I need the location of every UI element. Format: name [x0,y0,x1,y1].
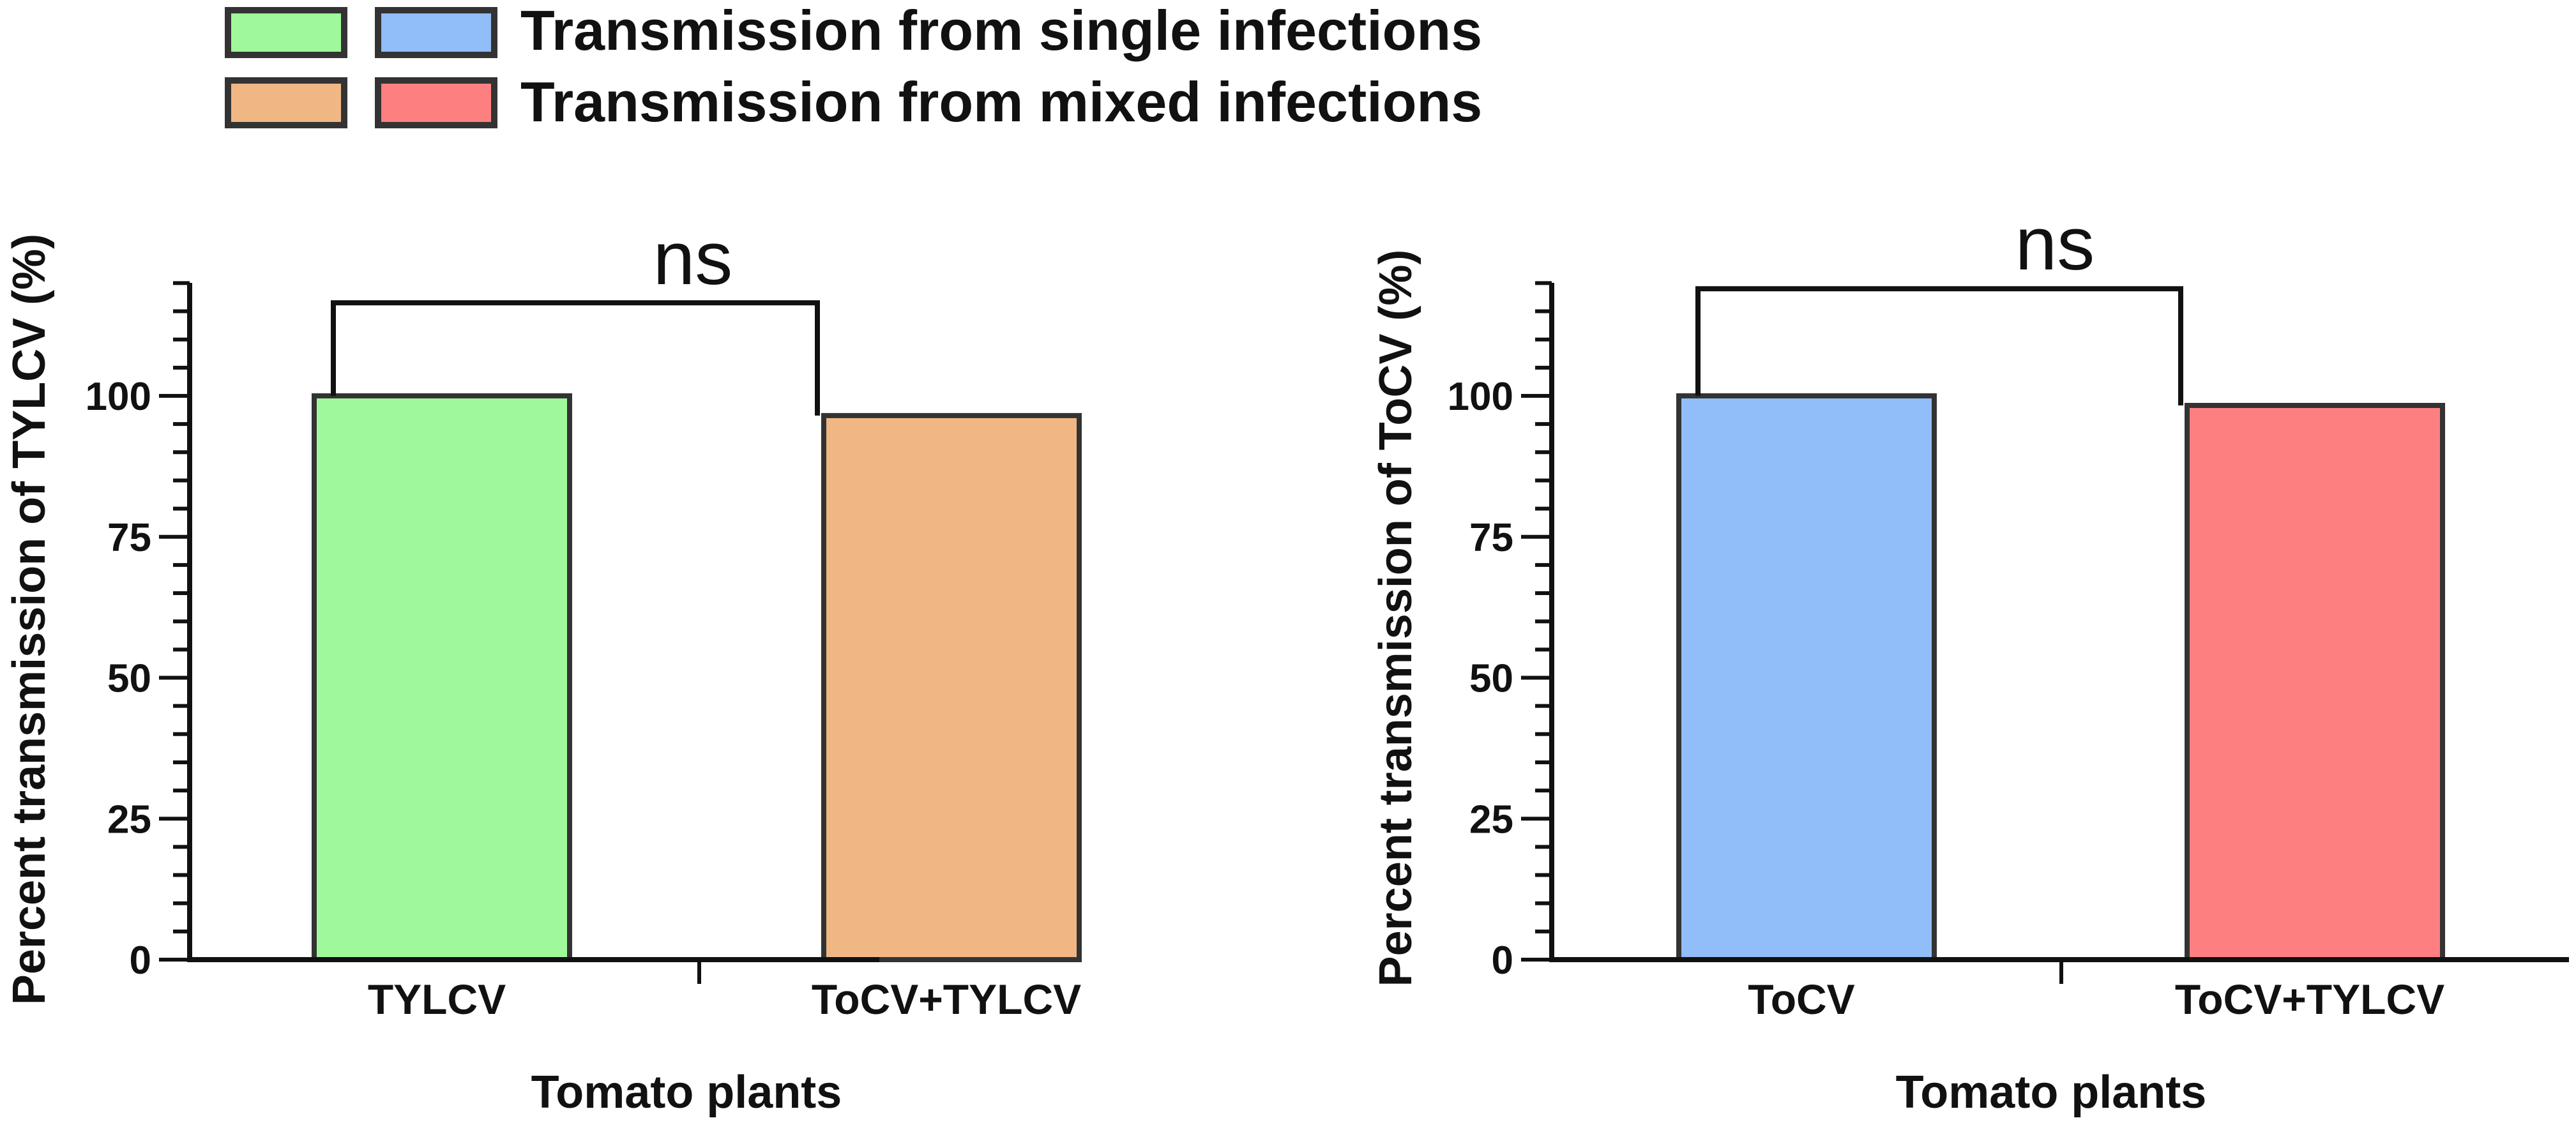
significance-label: ns [653,216,733,301]
bar-tocv-tylcv [821,412,1082,962]
legend-swatch-mixed-red [375,77,497,128]
y-tick-label: 100 [86,375,151,419]
significance-bracket [331,300,820,416]
panel-tocv: ns 0 25 50 75 100 ToCV ToCV+TYLCV Tomato plants P… [1370,202,2569,1118]
legend-swatch-single-green [225,7,347,58]
legend: Transmission from single infections Tran… [225,0,1482,133]
y-tick-label: 25 [107,797,151,842]
y-tick-label: 75 [107,516,151,560]
y-tick-label: 50 [107,657,151,701]
y-axis-title: Percent transmission of ToCV (%) [1370,250,1421,987]
bar-tylcv [312,393,572,962]
x-category-label: ToCV+TYLCV [812,976,1081,1023]
y-tick-label: 0 [1492,939,1513,983]
legend-swatch-mixed-orange [225,77,347,128]
x-axis-title: Tomato plants [1896,1067,2207,1118]
bar-tocv [1676,393,1937,962]
x-category-label: ToCV+TYLCV [2175,976,2444,1023]
y-axis-title: Percent transmission of TYLCV (%) [4,234,55,1005]
legend-swatch-single-blue [375,7,497,58]
significance-bracket [1695,286,2183,406]
x-category-label: TYLCV [368,976,506,1023]
x-axis-title: Tomato plants [531,1067,842,1118]
y-tick-label: 100 [1448,375,1513,419]
legend-label-single: Transmission from single infections [520,0,1482,62]
y-tick-label: 50 [1469,657,1513,701]
y-tick-label: 75 [1469,516,1513,560]
legend-label-mixed: Transmission from mixed infections [520,70,1482,133]
bar-tocv-tylcv [2185,403,2445,962]
significance-label: ns [2015,202,2095,286]
y-tick-label: 0 [130,939,151,983]
y-tick-label: 25 [1469,797,1513,842]
panel-tylcv: ns 0 25 50 75 100 TYLCV ToCV+TYLCV Tomato plants… [4,216,1082,1118]
x-category-label: ToCV [1748,976,1854,1023]
